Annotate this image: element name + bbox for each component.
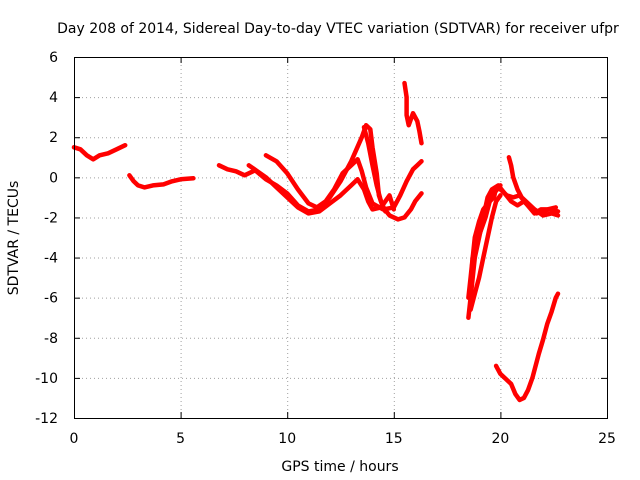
x-tick-label: 15 bbox=[385, 431, 403, 447]
y-tick-label: 2 bbox=[49, 130, 58, 146]
y-axis-label: SDTVAR / TECUs bbox=[6, 181, 22, 296]
series-arc-6 bbox=[361, 124, 388, 214]
y-tick-label: -4 bbox=[44, 251, 58, 267]
series-arc-4 bbox=[263, 153, 424, 212]
y-tick-label: 0 bbox=[49, 170, 58, 186]
x-axis-label: GPS time / hours bbox=[281, 459, 398, 475]
x-tick-label: 20 bbox=[491, 431, 509, 447]
series-arc-7 bbox=[402, 80, 424, 146]
x-tick-label: 5 bbox=[176, 431, 185, 447]
series-arc-1 bbox=[71, 142, 128, 162]
series-arc-5 bbox=[246, 163, 397, 216]
y-tick-label: 4 bbox=[49, 90, 58, 106]
y-tick-label: -12 bbox=[35, 411, 58, 427]
series-arc-11 bbox=[468, 193, 503, 312]
y-tick-label: -2 bbox=[44, 210, 58, 226]
chart-series bbox=[71, 80, 561, 403]
y-tick-label: -6 bbox=[44, 291, 58, 307]
y-tick-label: 6 bbox=[49, 50, 58, 66]
chart-title: Day 208 of 2014, Sidereal Day-to-day VTE… bbox=[57, 21, 619, 37]
x-tick-label: 0 bbox=[70, 431, 79, 447]
series-arc-12 bbox=[506, 155, 561, 218]
y-tick-label: -8 bbox=[44, 331, 58, 347]
x-tick-label: 10 bbox=[278, 431, 296, 447]
series-arc-13 bbox=[493, 291, 561, 403]
x-tick-label: 25 bbox=[598, 431, 616, 447]
plot-frame bbox=[74, 57, 608, 419]
series-arc-10 bbox=[466, 183, 503, 300]
chart-grid bbox=[74, 57, 607, 418]
y-tick-label: -10 bbox=[35, 371, 58, 387]
series-arc-8 bbox=[466, 183, 561, 320]
series-arc-2 bbox=[127, 173, 196, 190]
